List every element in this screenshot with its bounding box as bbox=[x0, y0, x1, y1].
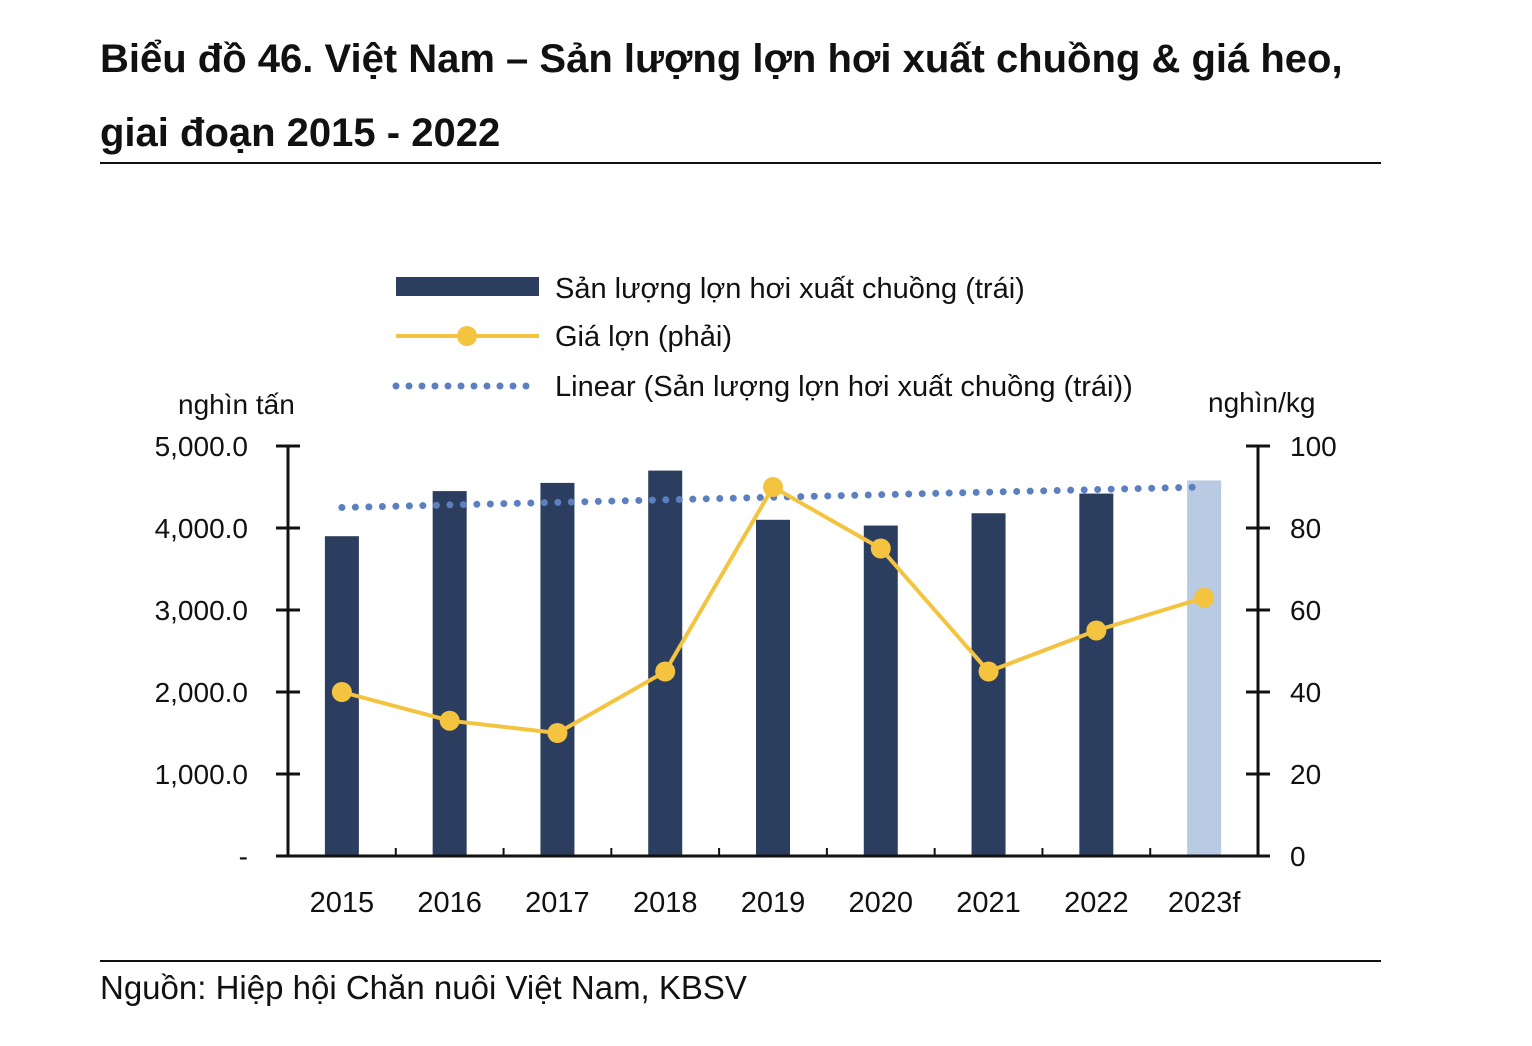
right-tick-label: 0 bbox=[1290, 841, 1306, 872]
legend-swatch-marker bbox=[457, 326, 477, 346]
bar-2023f bbox=[1187, 480, 1222, 856]
price-point-2019 bbox=[763, 477, 783, 497]
tick-labels-layer: - 1,000.0 2,000.0 3,000.0 4,000.0 5,000.0 0 20 4… bbox=[155, 431, 1337, 919]
legend-label-trend: Linear (Sản lượng lợn hơi xuất chuồng (t… bbox=[555, 371, 1133, 403]
legend-label-bar: Sản lượng lợn hơi xuất chuồng (trái) bbox=[555, 273, 1025, 305]
bar-2019 bbox=[756, 519, 790, 856]
bar-2017 bbox=[540, 482, 575, 856]
chart-title: Biểu đồ 46. Việt Nam – Sản lượng lợn hơi… bbox=[100, 37, 1343, 155]
price-point-2017 bbox=[547, 723, 568, 743]
price-layer bbox=[331, 477, 1215, 743]
top-divider bbox=[100, 162, 1381, 164]
right-axis-unit: nghìn/kg bbox=[1208, 387, 1315, 418]
price-point-2018 bbox=[655, 661, 676, 682]
right-tick-label: 100 bbox=[1290, 431, 1337, 462]
price-point-2015 bbox=[331, 682, 352, 702]
left-tick-label: 5,000.0 bbox=[155, 431, 248, 462]
price-point-2022 bbox=[1086, 620, 1107, 641]
axes-layer bbox=[276, 444, 1270, 858]
x-tick-label: 2017 bbox=[525, 887, 590, 919]
legend-swatch-bar bbox=[396, 277, 539, 296]
price-point-2023f bbox=[1194, 587, 1215, 608]
legend: Sản lượng lợn hơi xuất chuồng (trái) Giá… bbox=[392, 273, 1133, 403]
linear-trend-line bbox=[338, 483, 1208, 511]
right-tick-label: 40 bbox=[1290, 677, 1321, 708]
bottom-divider bbox=[100, 960, 1381, 962]
bar-2016 bbox=[432, 491, 467, 856]
left-tick-label: 3,000.0 bbox=[155, 595, 248, 626]
source-note: Nguồn: Hiệp hội Chăn nuôi Việt Nam, KBSV bbox=[100, 969, 747, 1006]
x-tick-label: 2015 bbox=[310, 887, 375, 919]
legend-label-line: Giá lợn (phải) bbox=[555, 321, 732, 353]
x-tick-label: 2021 bbox=[956, 887, 1021, 919]
x-tick-label: 2019 bbox=[741, 887, 806, 919]
x-tick-label: 2018 bbox=[633, 887, 698, 919]
price-point-2016 bbox=[439, 710, 460, 731]
x-tick-label: 2016 bbox=[417, 887, 482, 919]
left-axis-unit: nghìn tấn bbox=[178, 389, 295, 420]
bar-2021 bbox=[971, 513, 1006, 856]
bars-layer bbox=[324, 470, 1222, 856]
left-tick-label: - bbox=[239, 841, 248, 872]
right-tick-label: 80 bbox=[1290, 513, 1321, 544]
trend-layer bbox=[338, 483, 1208, 511]
x-tick-label: 2022 bbox=[1064, 887, 1129, 919]
price-point-2021 bbox=[978, 661, 999, 682]
left-tick-label: 2,000.0 bbox=[155, 677, 248, 708]
x-tick-label: 2023f bbox=[1168, 887, 1242, 919]
bar-2020 bbox=[863, 525, 898, 856]
x-tick-label: 2020 bbox=[849, 887, 914, 919]
left-tick-label: 4,000.0 bbox=[155, 513, 248, 544]
price-point-2020 bbox=[870, 538, 891, 559]
bar-2022 bbox=[1079, 493, 1114, 856]
right-tick-label: 60 bbox=[1290, 595, 1321, 626]
left-tick-label: 1,000.0 bbox=[155, 759, 248, 790]
right-tick-label: 20 bbox=[1290, 759, 1321, 790]
